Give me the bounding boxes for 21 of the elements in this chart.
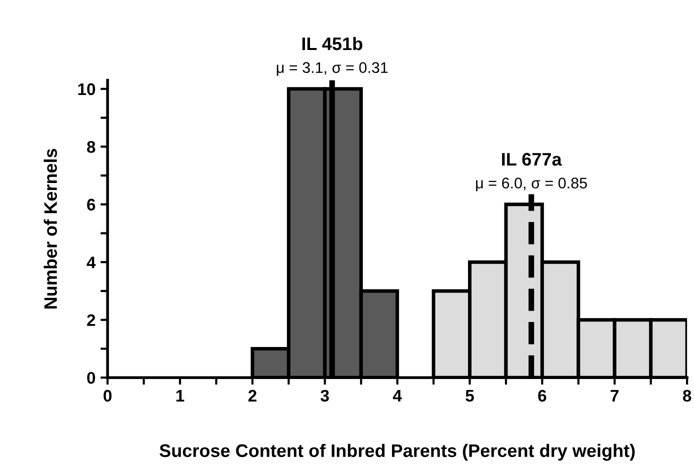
x-tick-label: 4 [392,390,402,402]
x-tick-label: 1 [176,390,184,402]
text: IL 451b [302,36,362,50]
x-axis-title: Sucrose Content of Inbred Parents (Percent dry weight) [160,444,635,461]
x-tick-label: 6 [538,390,546,402]
x-tick-label: 7 [610,390,619,402]
x-tick-label: 5 [466,390,474,402]
x-tick-label: 2 [248,390,256,402]
y-tick-label: 0 [87,372,96,384]
y-tick-label: 8 [87,141,96,153]
y-tick-label: 2 [87,314,96,326]
text: μ = 3.1, σ = 0.31 [276,62,388,76]
x-tick-label: 3 [320,390,329,402]
y-tick-label: 4 [86,256,96,268]
x-tick-label: 0 [104,390,112,402]
y-axis-title: Number of Kernels [44,148,57,308]
y-tick-label: 6 [87,198,96,211]
x-tick-label: 8 [682,390,692,402]
text: IL 677a [502,152,562,166]
annotation: μ = 6.0, σ = 0.85 [476,178,587,192]
y-tick-label: 10 [78,83,96,96]
